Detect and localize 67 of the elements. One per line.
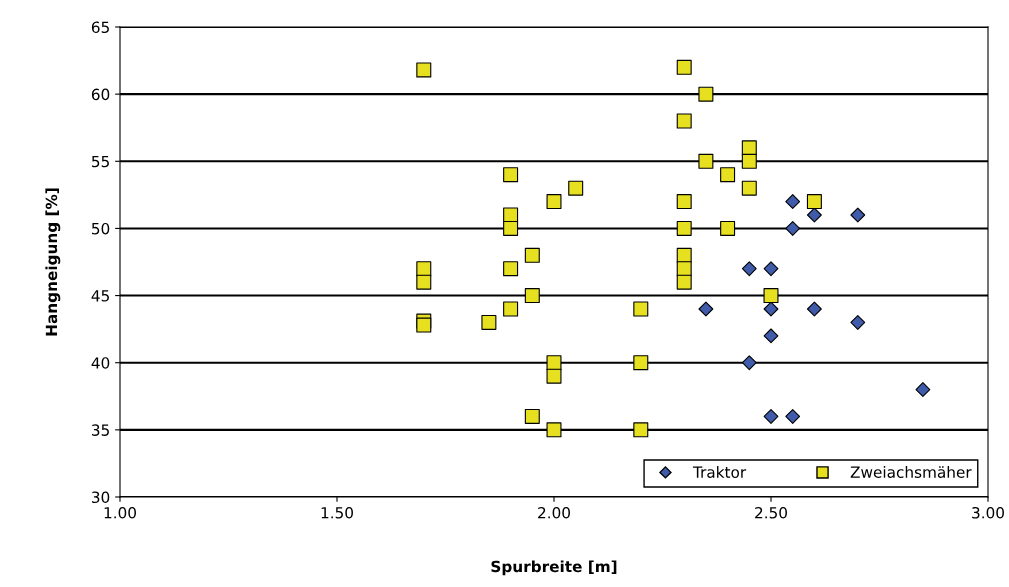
point xyxy=(741,355,757,371)
point xyxy=(416,317,432,333)
point xyxy=(546,422,562,438)
x-tick-label: 2.50 xyxy=(755,506,787,519)
point xyxy=(763,288,779,304)
point xyxy=(524,288,540,304)
point xyxy=(568,180,584,196)
point xyxy=(524,247,540,263)
point xyxy=(850,207,866,223)
point xyxy=(698,153,714,169)
point xyxy=(741,261,757,277)
x-tick-label: 2.00 xyxy=(538,506,570,519)
point xyxy=(503,220,519,236)
point xyxy=(763,301,779,317)
legend-label: Zweiachsmäher xyxy=(850,466,972,478)
point xyxy=(806,194,822,210)
y-tick-label: 30 xyxy=(92,491,110,504)
point xyxy=(915,382,931,398)
point xyxy=(676,261,692,277)
point xyxy=(785,220,801,236)
point xyxy=(720,167,736,183)
y-tick-label: 65 xyxy=(91,21,109,34)
point xyxy=(633,355,649,371)
point xyxy=(698,301,714,317)
point xyxy=(633,422,649,438)
point xyxy=(481,314,497,330)
y-axis-title: Hangneigung [%] xyxy=(45,188,61,336)
point xyxy=(503,167,519,183)
point xyxy=(633,301,649,317)
y-tick-label: 60 xyxy=(91,88,110,101)
point xyxy=(720,220,736,236)
point xyxy=(676,113,692,129)
point xyxy=(676,194,692,210)
point xyxy=(741,140,757,156)
legend-label: Traktor xyxy=(692,466,747,478)
y-tick-label: 55 xyxy=(92,155,109,168)
point xyxy=(546,355,562,371)
y-tick-label: 50 xyxy=(92,222,110,235)
y-tick-label: 45 xyxy=(91,290,109,302)
point xyxy=(416,274,432,290)
point xyxy=(741,153,757,169)
point xyxy=(546,194,562,210)
point xyxy=(676,220,692,236)
x-tick-label: 1.00 xyxy=(104,506,136,519)
x-tick-label: 3.00 xyxy=(972,506,1004,519)
point xyxy=(763,261,779,277)
point xyxy=(698,86,714,102)
y-tick-label: 40 xyxy=(91,357,110,369)
point xyxy=(546,368,562,384)
point xyxy=(503,261,519,277)
point xyxy=(806,207,822,223)
point xyxy=(676,59,692,75)
point xyxy=(785,408,801,424)
point xyxy=(524,408,540,424)
point xyxy=(806,301,822,317)
point xyxy=(741,180,757,196)
point xyxy=(763,408,779,424)
point xyxy=(416,62,432,78)
x-tick-label: 1.50 xyxy=(321,506,353,519)
y-tick-label: 35 xyxy=(92,424,109,436)
point xyxy=(850,314,866,330)
point xyxy=(416,261,432,277)
point xyxy=(785,194,801,210)
point xyxy=(763,328,779,344)
point xyxy=(503,301,519,317)
x-axis-title: Spurbreite [m] xyxy=(491,560,617,576)
point xyxy=(676,274,692,290)
